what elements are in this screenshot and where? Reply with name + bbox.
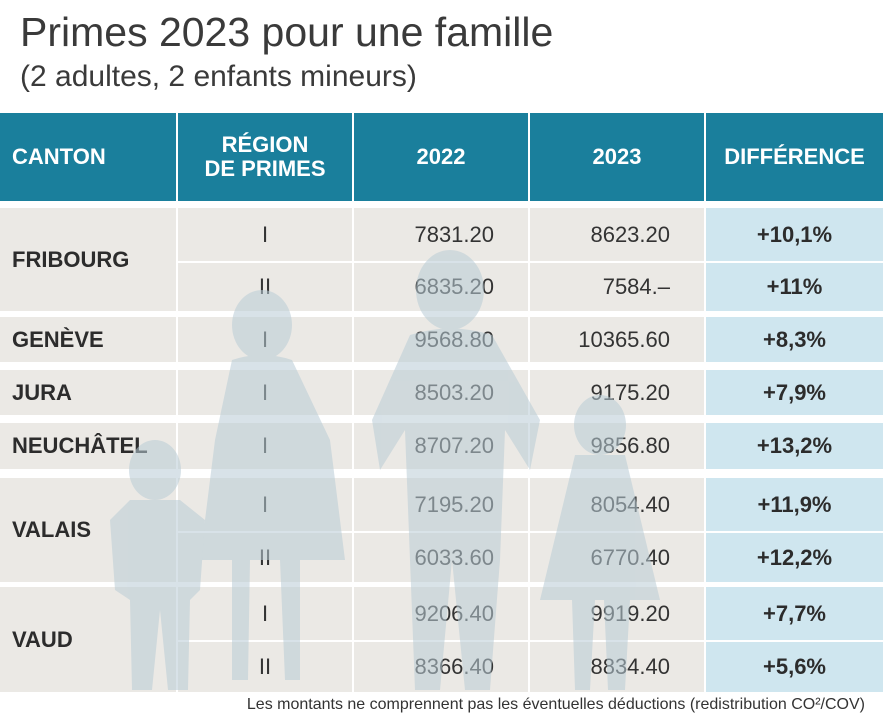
canton-label: GENÈVE xyxy=(12,326,104,352)
value-2022-cell: 8366.40 xyxy=(414,654,494,679)
column-divider xyxy=(176,370,178,415)
value-2022-cell: 8707.20 xyxy=(414,433,494,458)
column-divider xyxy=(528,423,530,469)
value-2023-cell: 8834.40 xyxy=(590,654,670,679)
difference-cell: +5,6% xyxy=(763,654,826,679)
column-divider xyxy=(704,478,706,582)
value-2023-cell: 9175.20 xyxy=(590,379,670,405)
region-cell: I xyxy=(261,433,269,458)
canton-label: NEUCHÂTEL xyxy=(12,433,148,458)
column-divider xyxy=(352,423,354,469)
column-divider xyxy=(528,587,530,692)
value-2022-cell: 9568.80 xyxy=(414,326,494,352)
header-canton: CANTON xyxy=(0,113,176,201)
header-2022: 2022 xyxy=(354,113,528,201)
difference-cell: +8,3% xyxy=(763,326,826,352)
canton-label: VAUD xyxy=(12,626,73,652)
canton-label: FRIBOURG xyxy=(12,246,130,272)
header-region: RÉGION DE PRIMES xyxy=(178,113,352,201)
page-subtitle: (2 adultes, 2 enfants mineurs) xyxy=(20,60,417,93)
value-2023-cell: 9919.20 xyxy=(590,600,670,626)
column-divider xyxy=(704,587,706,692)
value-2023-cell: 8054.40 xyxy=(590,491,670,517)
difference-cell: +10,1% xyxy=(756,221,833,247)
region-cell: I xyxy=(261,326,269,352)
diff-bg xyxy=(706,208,883,311)
value-2023-cell: 6770.40 xyxy=(590,544,670,570)
value-2023-cell: 8623.20 xyxy=(590,221,670,247)
header-difference: DIFFÉRENCE xyxy=(706,113,883,201)
difference-cell: +13,2% xyxy=(756,433,833,458)
page-title: Primes 2023 pour une famille xyxy=(20,9,554,55)
diff-bg xyxy=(706,423,883,469)
column-divider xyxy=(528,317,530,362)
region-cell: II xyxy=(258,544,272,570)
region-cell: II xyxy=(258,274,272,299)
value-2023-cell: 9856.80 xyxy=(590,433,670,458)
region-cell: I xyxy=(261,600,269,626)
value-2022-cell: 6033.60 xyxy=(414,544,494,570)
footnote: Les montants ne comprennent pas les éven… xyxy=(246,696,865,713)
column-divider xyxy=(528,370,530,415)
difference-cell: +12,2% xyxy=(756,544,833,570)
canton-label: VALAIS xyxy=(12,517,92,542)
value-2022-cell: 7831.20 xyxy=(414,221,494,247)
header-2023: 2023 xyxy=(530,113,704,201)
column-divider xyxy=(176,317,178,362)
value-2022-cell: 6835.20 xyxy=(414,274,494,299)
value-2023-cell: 10365.60 xyxy=(578,326,670,352)
column-divider xyxy=(704,317,706,362)
column-divider xyxy=(352,370,354,415)
difference-cell: +11% xyxy=(766,274,823,299)
value-2022-cell: 9206.40 xyxy=(414,600,494,626)
column-divider xyxy=(352,208,354,311)
column-divider xyxy=(176,423,178,469)
difference-cell: +7,9% xyxy=(763,379,826,405)
column-divider xyxy=(352,317,354,362)
column-divider xyxy=(176,208,178,311)
column-divider xyxy=(704,370,706,415)
region-cell: II xyxy=(258,654,272,679)
column-divider xyxy=(528,208,530,311)
diff-bg xyxy=(706,478,883,582)
diff-bg xyxy=(706,587,883,692)
column-divider xyxy=(704,423,706,469)
column-divider xyxy=(352,587,354,692)
column-divider xyxy=(704,208,706,311)
region-cell: I xyxy=(261,491,269,517)
difference-cell: +7,7% xyxy=(763,600,826,626)
row-divider xyxy=(178,261,883,263)
column-divider xyxy=(176,587,178,692)
column-divider xyxy=(176,478,178,582)
difference-cell: +11,9% xyxy=(757,491,832,517)
region-cell: I xyxy=(261,221,269,247)
value-2022-cell: 8503.20 xyxy=(414,379,494,405)
column-divider xyxy=(528,478,530,582)
diff-bg xyxy=(706,370,883,415)
region-cell: I xyxy=(261,379,269,405)
column-divider xyxy=(352,478,354,582)
canton-label: JURA xyxy=(12,379,72,405)
diff-bg xyxy=(706,317,883,362)
value-2023-cell: 7584.– xyxy=(602,274,670,299)
value-2022-cell: 7195.20 xyxy=(414,491,494,517)
